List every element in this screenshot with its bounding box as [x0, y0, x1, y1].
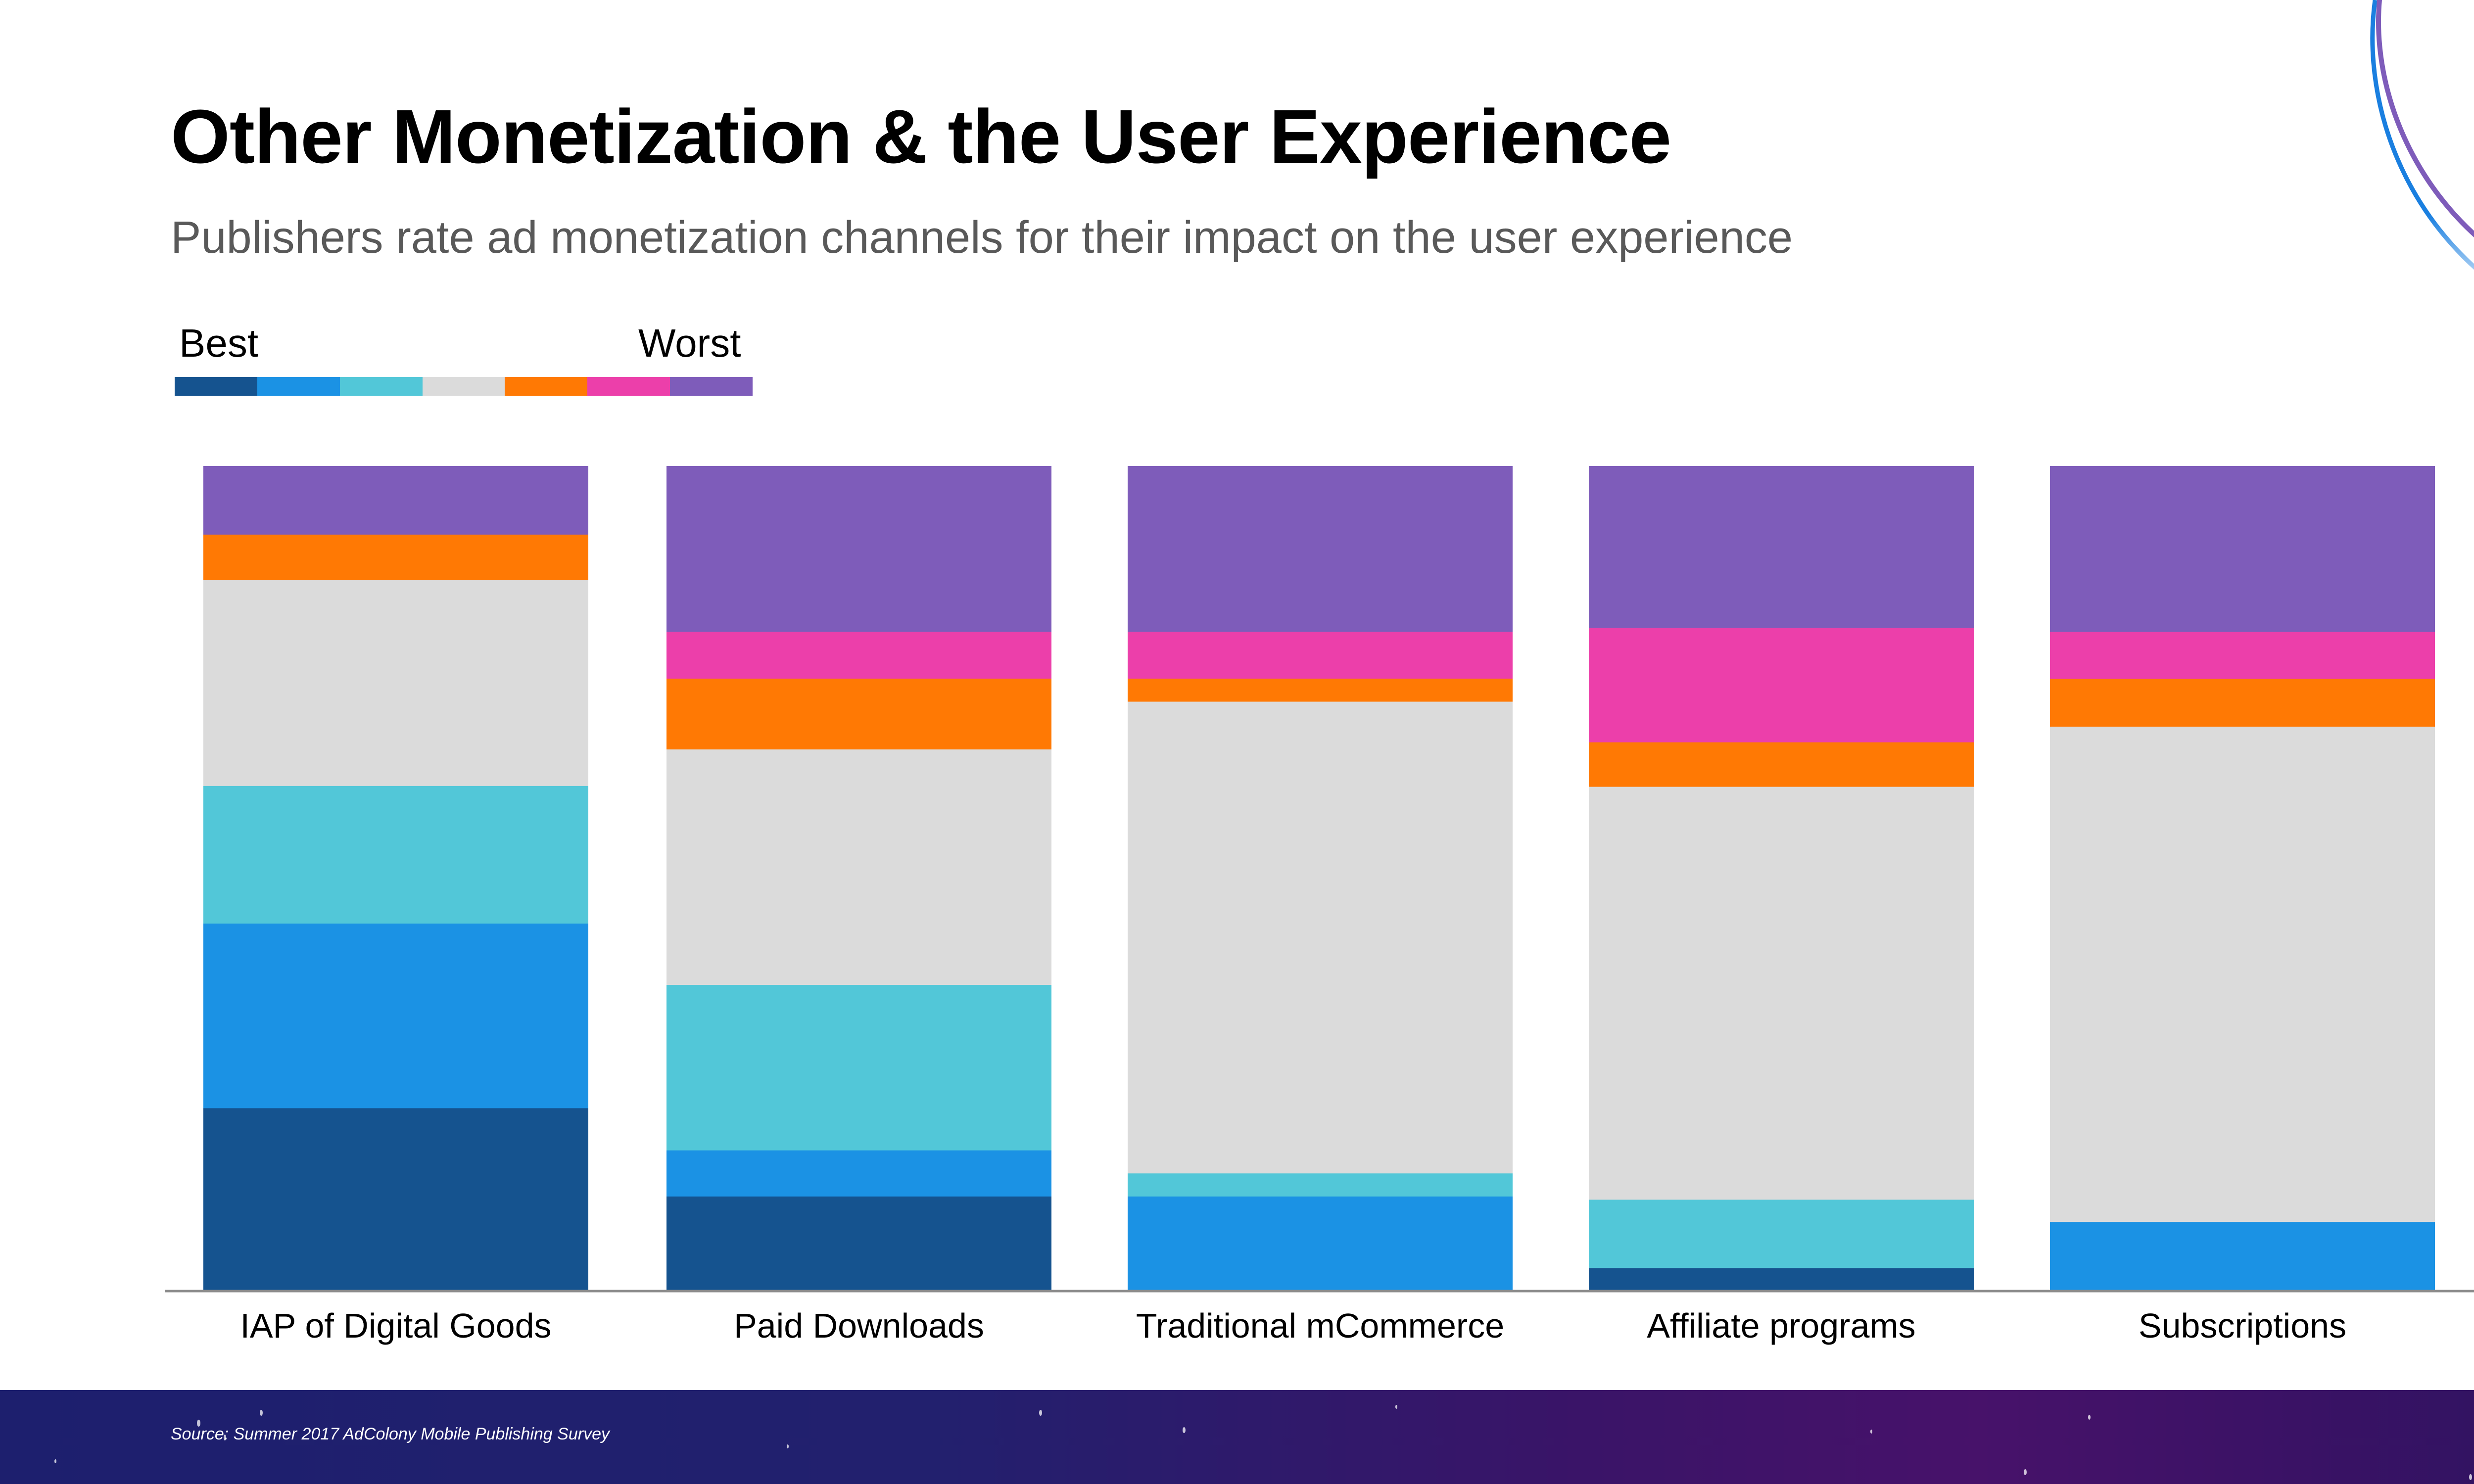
source-note: Source: Summer 2017 AdColony Mobile Publ…	[171, 1425, 610, 1443]
bar-stack	[1128, 466, 1513, 1291]
x-tick-label: Traditional mCommerce	[1136, 1306, 1505, 1345]
legend-best-label: Best	[179, 321, 259, 365]
legend-swatch-6	[587, 377, 670, 396]
legend-swatch-2	[257, 377, 340, 396]
bar-stack	[203, 466, 588, 1291]
bar-segment	[2050, 678, 2435, 727]
x-tick-label: IAP of Digital Goods	[240, 1306, 552, 1345]
bar-segment	[1589, 466, 1974, 628]
bar-segment	[1128, 1196, 1513, 1291]
x-tick-label: Subscriptions	[2138, 1306, 2347, 1345]
bar-segment	[666, 749, 1051, 985]
bar-stack	[2050, 466, 2435, 1291]
bar-segment	[666, 1196, 1051, 1291]
footer-band	[0, 1390, 2474, 1484]
bar-segment	[666, 984, 1051, 1151]
legend-swatch-3	[339, 377, 423, 396]
bar-segment	[203, 923, 588, 1109]
slide-subtitle: Publishers rate ad monetization channels…	[171, 212, 1793, 263]
bar-segment	[1128, 466, 1513, 632]
slide-title: Other Monetization & the User Experience	[171, 94, 1671, 179]
legend-color-scale	[175, 377, 753, 396]
rocket-logo	[2370, 0, 2474, 270]
bar-segment	[203, 786, 588, 924]
x-tick-label: Paid Downloads	[734, 1306, 984, 1345]
bar-segment	[1589, 1199, 1974, 1268]
logo-arc-blue	[2370, 0, 2474, 270]
logo-arc-purple	[2376, 0, 2474, 237]
legend-swatch-7	[670, 377, 753, 396]
legend-swatch-1	[175, 377, 257, 396]
bar-stack	[666, 466, 1051, 1291]
bar-segment	[203, 534, 588, 580]
legend-swatch-5	[505, 377, 588, 396]
bar-segment	[666, 1150, 1051, 1197]
x-tick-label: Affiliate programs	[1647, 1306, 1916, 1345]
bar-segment	[1589, 787, 1974, 1200]
legend-swatch-4	[422, 377, 505, 396]
bar-segment	[1589, 742, 1974, 787]
bar-segment	[1589, 1268, 1974, 1291]
bar-segment	[203, 579, 588, 786]
bar-segment	[2050, 466, 2435, 632]
bar-segment	[666, 466, 1051, 632]
bar-segment	[1128, 701, 1513, 1174]
bar-segment	[666, 631, 1051, 679]
bar-segment	[666, 678, 1051, 750]
bar-segment	[2050, 726, 2435, 1222]
bar-segment	[1128, 631, 1513, 679]
legend-worst-label: Worst	[638, 321, 741, 365]
bar-segment	[2050, 631, 2435, 679]
bar-segment	[203, 1108, 588, 1291]
bar-segment	[1589, 627, 1974, 742]
bar-segment	[1128, 678, 1513, 702]
bar-segment	[1128, 1173, 1513, 1197]
bar-segment	[2050, 1221, 2435, 1291]
bar-segment	[203, 466, 588, 535]
bar-stack	[1589, 466, 1974, 1291]
